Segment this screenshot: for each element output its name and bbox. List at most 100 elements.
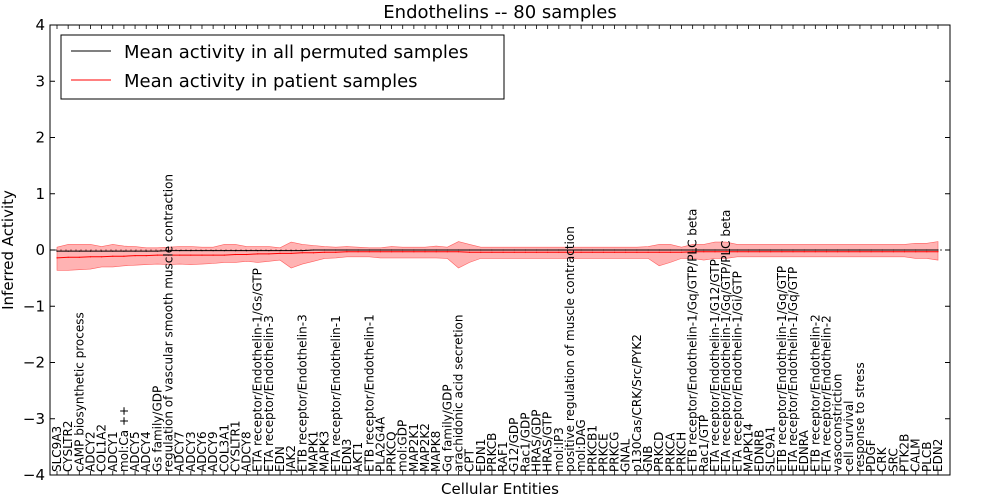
category-label: mol:GDP: [396, 420, 410, 472]
patient-point: [413, 251, 415, 253]
patient-point: [903, 251, 906, 253]
y-tick-label: 1: [35, 185, 45, 203]
patient-point: [658, 251, 660, 253]
category-label: MAP2K1: [407, 423, 421, 472]
permuted-point: [145, 250, 147, 252]
permuted-point: [714, 249, 716, 251]
permuted-point: [212, 250, 214, 252]
category-label: COL1A2: [95, 424, 109, 472]
permuted-point: [346, 249, 348, 251]
permuted-point: [825, 249, 828, 251]
patient-point: [101, 256, 103, 258]
patient-point: [457, 251, 460, 253]
patient-point: [792, 251, 794, 253]
category-label: p130Cas/CRK/Src/PYK2: [630, 334, 644, 472]
category-label: PRKCB: [485, 433, 499, 472]
permuted-point: [580, 249, 582, 251]
y-tick-label: 3: [35, 72, 45, 90]
permuted-point: [513, 249, 515, 251]
patient-point: [335, 251, 337, 253]
category-label: Rac1/GTP: [697, 415, 711, 472]
category-label: CPT: [463, 448, 477, 472]
category-label: regulation of vascular smooth muscle con…: [162, 174, 176, 472]
y-tick-label: −1: [23, 297, 45, 315]
category-label: AKT1: [351, 442, 365, 472]
permuted-point: [926, 249, 928, 251]
permuted-point: [480, 249, 482, 251]
permuted-point: [881, 249, 883, 251]
patient-point: [881, 251, 883, 253]
patient-point: [680, 251, 683, 253]
y-tick-label: 2: [35, 129, 45, 147]
patient-point: [312, 252, 315, 254]
category-label: ADCY8: [240, 431, 254, 472]
permuted-point: [747, 249, 750, 251]
category-label: PRKCA: [663, 432, 677, 472]
permuted-point: [201, 250, 203, 252]
permuted-point: [848, 249, 850, 251]
patient-point: [535, 251, 538, 253]
category-label: response to stress: [853, 362, 867, 472]
patient-point: [223, 254, 225, 256]
permuted-point: [725, 249, 727, 251]
patient-point: [134, 255, 136, 257]
category-label: cell survival: [842, 401, 856, 472]
category-label: mol:IP3: [552, 427, 566, 472]
category-label: EDNRB: [753, 430, 767, 472]
patient-point: [368, 251, 370, 253]
patient-point: [123, 255, 125, 257]
patient-point: [257, 253, 259, 255]
patient-point: [770, 251, 772, 253]
patient-point: [435, 251, 437, 253]
category-label: HRAS/GTP: [541, 412, 555, 472]
category-label: CRK: [875, 446, 889, 472]
patient-point: [937, 251, 939, 253]
permuted-point: [636, 249, 638, 251]
patient-point: [502, 251, 504, 253]
permuted-point: [167, 250, 170, 252]
patient-point: [402, 251, 404, 253]
legend-entry-patient: Mean activity in patient samples: [124, 71, 418, 92]
permuted-point: [312, 249, 315, 251]
patient-point: [446, 251, 448, 253]
y-tick-label: 4: [35, 16, 45, 34]
permuted-point: [156, 250, 158, 252]
patient-point: [926, 251, 928, 253]
patient-point: [513, 251, 515, 253]
patient-point: [859, 251, 861, 253]
patient-point: [301, 252, 303, 254]
series-line-permuted: [57, 249, 938, 252]
category-label: CYSLTR2: [61, 421, 75, 472]
patient-point: [167, 254, 170, 256]
category-label: positive regulation of muscle contractio…: [563, 226, 577, 472]
category-label: ETA receptor/Endothelin-1/Gs/GTP: [251, 268, 265, 472]
permuted-point: [435, 249, 437, 251]
permuted-point: [457, 249, 460, 251]
patient-point: [78, 256, 80, 258]
y-tick-label: −2: [23, 354, 45, 372]
category-label: ADCY9: [206, 431, 220, 472]
category-label: RAF1: [496, 441, 510, 472]
permuted-point: [781, 249, 783, 251]
permuted-point: [837, 249, 839, 251]
category-label: ETB receptor/Endothelin-2: [808, 314, 822, 472]
category-label: PRKCQ: [385, 431, 399, 472]
category-label: MAPK14: [741, 423, 755, 472]
category-label: ETB receptor/Endothelin-1: [362, 314, 376, 472]
category-label: G12/GDP: [507, 418, 521, 472]
permuted-point: [357, 249, 359, 251]
permuted-point: [112, 250, 114, 252]
permuted-point: [703, 249, 705, 251]
patient-point: [524, 251, 527, 253]
permuted-point: [379, 249, 381, 251]
permuted-point: [524, 249, 527, 251]
patient-point: [569, 251, 571, 253]
category-label: ETA receptor/Endothelin-1/G12/GTP: [708, 259, 722, 472]
category-label: PTK2B: [898, 434, 912, 472]
permuted-point: [602, 249, 605, 251]
y-tick-label: 0: [35, 241, 45, 259]
category-label: ADCY5: [128, 431, 142, 472]
permuted-point: [179, 250, 181, 252]
patient-point: [480, 251, 482, 253]
category-label: GNAL: [619, 439, 633, 472]
